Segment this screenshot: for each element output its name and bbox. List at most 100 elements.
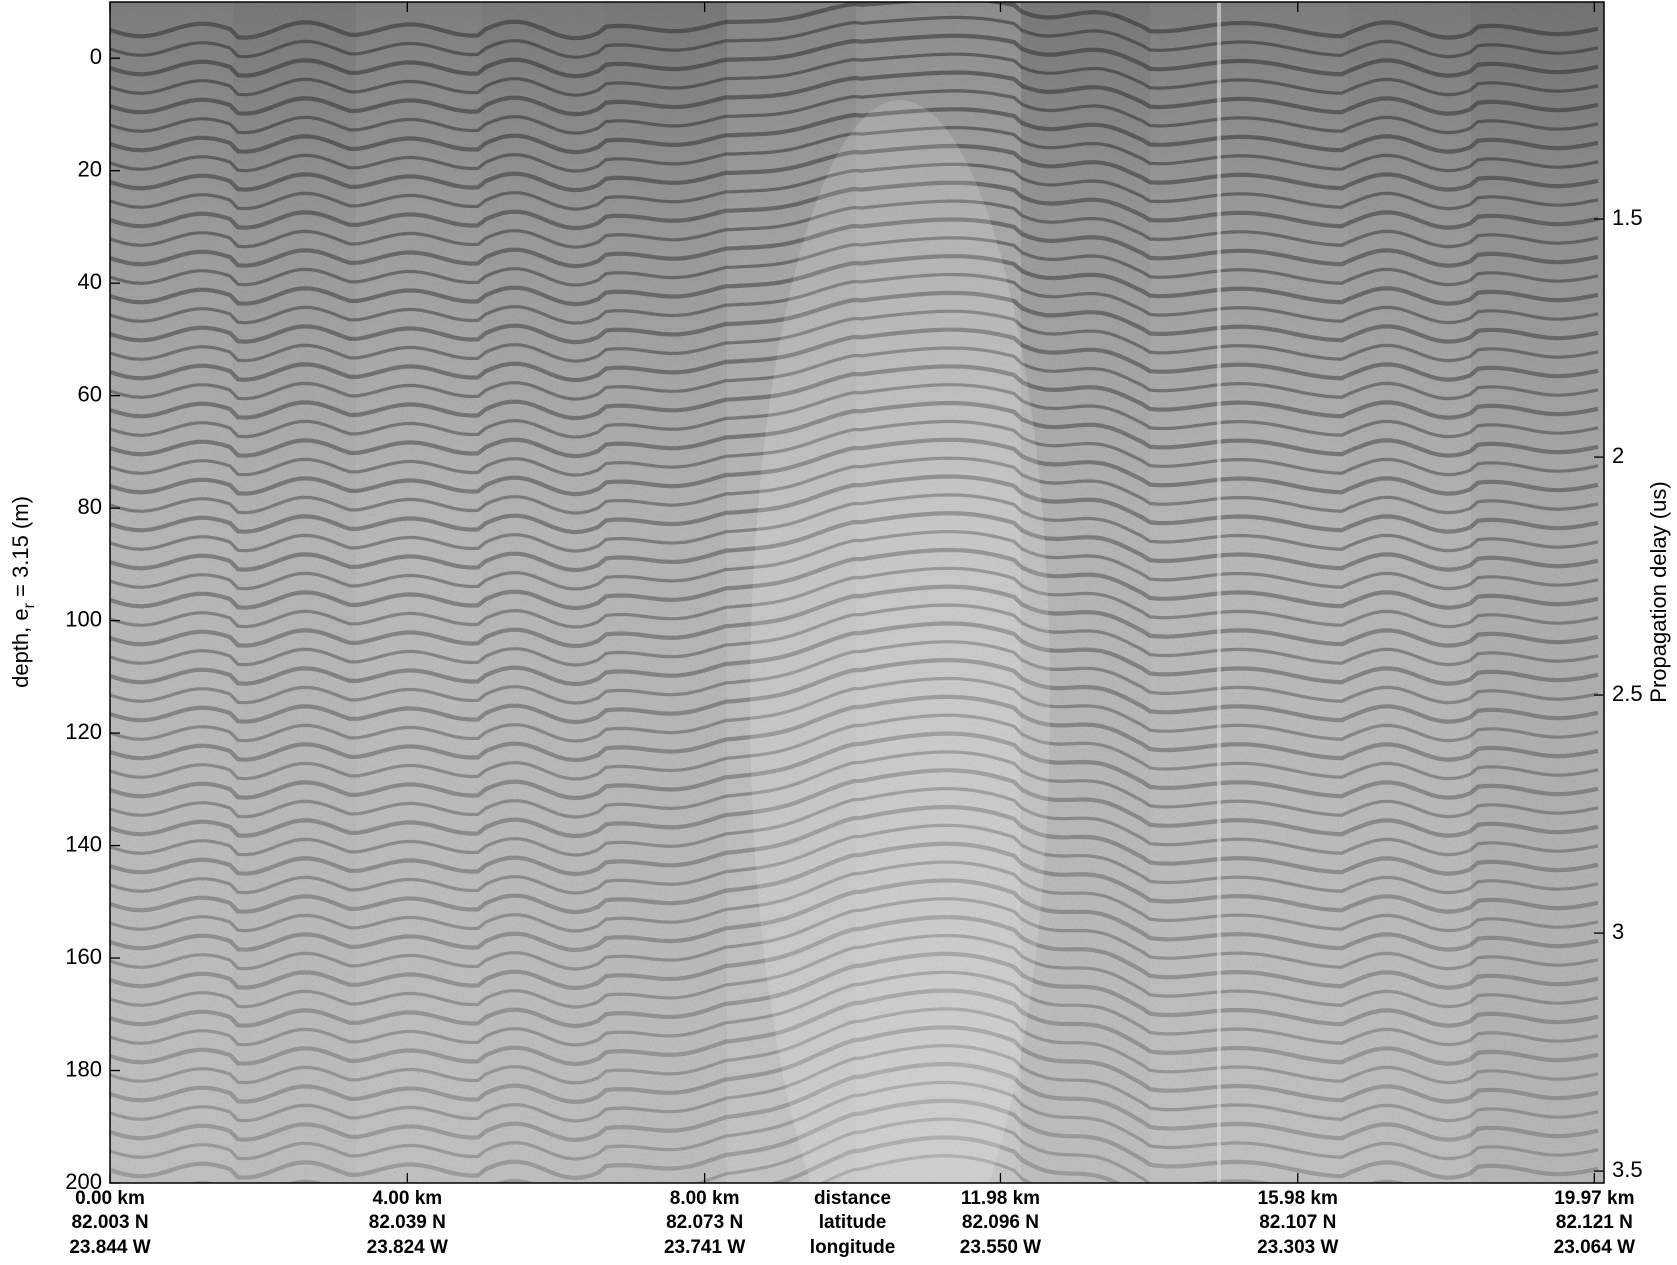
echo-layer — [110, 713, 1599, 781]
echo-layer — [110, 474, 1599, 535]
echo-layer — [110, 694, 1599, 763]
echo-layer — [110, 52, 1599, 97]
echo-layer — [110, 897, 1599, 971]
echo-layer — [110, 951, 1599, 1029]
y-tick-label: 180 — [65, 1056, 102, 1081]
y-axis-label-text: depth, e — [8, 608, 33, 688]
echo-layer — [110, 309, 1599, 363]
x-row-label: longitude — [810, 1237, 895, 1258]
x-tick-latitude: 82.039 N — [369, 1212, 446, 1233]
echo-layer — [110, 1044, 1599, 1123]
echo-layer — [110, 934, 1599, 1009]
echo-layer — [110, 236, 1599, 287]
echo-layer — [110, 1025, 1599, 1105]
echo-layer — [818, 1154, 1034, 1183]
echo-layer — [110, 988, 1599, 1067]
echo-layer — [110, 731, 1599, 801]
echo-layer — [110, 1062, 1599, 1143]
echo-layer — [186, 1117, 1407, 1183]
echo-layer — [110, 841, 1599, 915]
echo-layer — [110, 383, 1599, 439]
x-tick-label: 19.97 km — [1554, 1188, 1634, 1209]
echo-layer — [110, 346, 1599, 401]
echo-layer — [110, 125, 1599, 173]
x-tick-latitude: 82.073 N — [666, 1212, 743, 1233]
echo-layer — [110, 364, 1599, 421]
y-tick-label: 120 — [65, 719, 102, 744]
echo-layer — [110, 823, 1599, 895]
echo-layer — [110, 15, 1599, 59]
echo-layer — [110, 162, 1599, 211]
y-tick-label: 40 — [78, 269, 102, 294]
echo-layer — [110, 437, 1599, 497]
echo-layer — [110, 657, 1599, 725]
echo-layer — [110, 566, 1599, 629]
x-tick-label: 15.98 km — [1258, 1188, 1338, 1209]
echo-layer — [110, 199, 1599, 249]
x-tick-label: 11.98 km — [961, 1188, 1040, 1209]
y2-tick-label: 2.5 — [1612, 681, 1643, 706]
x-tick-longitude: 23.741 W — [664, 1237, 745, 1258]
y-tick-label: 0 — [90, 44, 102, 69]
x-tick-latitude: 82.107 N — [1259, 1212, 1336, 1233]
echo-layer — [110, 493, 1599, 553]
echogram-image — [110, 2, 1604, 1183]
y-tick-label: 20 — [78, 157, 102, 182]
y-tick-label: 200 — [65, 1169, 102, 1194]
x-tick-longitude: 23.824 W — [367, 1237, 448, 1258]
echo-layer — [110, 419, 1599, 477]
echo-layer — [110, 676, 1599, 743]
y-tick-label: 140 — [65, 831, 102, 856]
echo-layer — [110, 89, 1599, 135]
echo-layer — [110, 584, 1599, 649]
echo-layer — [110, 547, 1599, 611]
echo-layer — [110, 621, 1599, 687]
echo-bright-zone — [750, 100, 1050, 1183]
x-tick-latitude: 82.121 N — [1556, 1212, 1633, 1233]
y2-tick-label: 1.5 — [1612, 205, 1643, 230]
echo-layer — [110, 750, 1599, 819]
echo-layer — [110, 768, 1599, 839]
plot-frame — [109, 1, 1605, 1184]
echo-layer — [110, 33, 1599, 79]
y2-tick-label: 3.5 — [1612, 1157, 1643, 1182]
y-tick-label: 160 — [65, 944, 102, 969]
x-tick-longitude: 23.844 W — [69, 1237, 150, 1258]
echo-layer — [110, 272, 1599, 325]
echo-layer — [110, 107, 1599, 155]
x-tick-latitude: 82.096 N — [962, 1212, 1039, 1233]
echo-layer — [110, 143, 1599, 193]
echo-layer — [110, 2, 1599, 41]
y-tick-label: 60 — [78, 381, 102, 406]
echo-layer — [110, 878, 1599, 953]
y-axis-label: depth, er = 3.15 (m) — [8, 496, 38, 688]
y-tick-label: 80 — [78, 494, 102, 519]
echo-layer — [110, 1098, 1599, 1181]
y2-tick-label: 3 — [1612, 919, 1624, 944]
echo-layer — [110, 217, 1599, 269]
x-tick-label: 4.00 km — [372, 1188, 442, 1209]
echo-layer — [769, 1135, 1122, 1183]
echo-noise — [110, 2, 1604, 1183]
echo-layer — [110, 603, 1599, 667]
y-axis-label-text: = 3.15 (m) — [8, 496, 33, 603]
echo-layer — [110, 400, 1599, 459]
echo-layer — [110, 804, 1599, 877]
echo-layer — [110, 511, 1599, 573]
echo-layer — [110, 915, 1599, 991]
x-row-label: distance — [814, 1188, 891, 1209]
echo-layer — [110, 1007, 1599, 1085]
echo-layer — [110, 180, 1599, 231]
x-row-label: latitude — [819, 1212, 887, 1233]
x-tick-longitude: 23.064 W — [1554, 1237, 1635, 1258]
x-tick-label: 0.00 km — [75, 1188, 145, 1209]
echo-layer — [110, 787, 1599, 857]
echo-layer — [110, 529, 1599, 591]
x-tick-label: 8.00 km — [670, 1188, 740, 1209]
echo-layer — [110, 860, 1599, 933]
y-tick-label: 100 — [65, 606, 102, 631]
x-tick-latitude: 82.003 N — [71, 1212, 148, 1233]
echo-layer — [110, 290, 1599, 345]
echo-layer — [110, 70, 1599, 117]
